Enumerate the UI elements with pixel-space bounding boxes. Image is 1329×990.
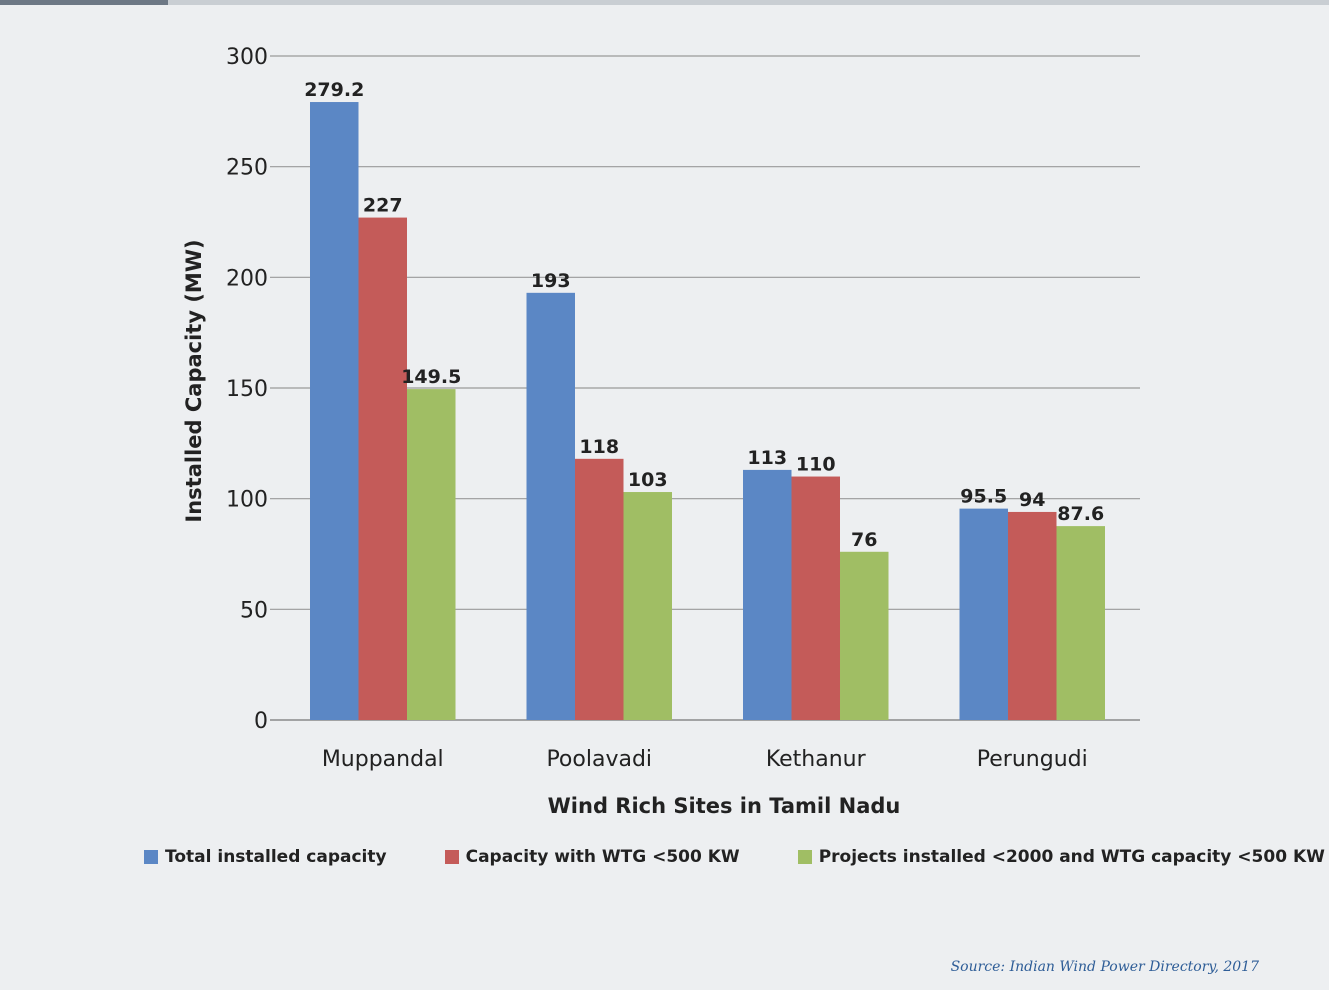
y-tick-label: 150	[226, 377, 268, 402]
data-label: 103	[628, 469, 668, 491]
legend-swatch-total	[144, 850, 158, 864]
top-bar-accent	[0, 0, 168, 5]
legend-label-projects: Projects installed <2000 and WTG capacit…	[818, 847, 1325, 867]
x-tick-label: Poolavadi	[546, 747, 652, 772]
data-label: 76	[851, 529, 877, 551]
bar	[959, 508, 1008, 720]
bar	[407, 389, 456, 720]
bars	[310, 102, 1105, 720]
legend-label-wtg: Capacity with WTG <500 KW	[465, 847, 740, 867]
legend-item-total: Total installed capacity	[144, 847, 387, 867]
data-labels: 279.2 227 149.5 193 118 103 113 110 76 95.5 94 87.6	[304, 79, 1104, 551]
bar	[358, 217, 407, 720]
legend-label-total: Total installed capacity	[165, 847, 387, 867]
x-tick-label: Muppandal	[322, 747, 444, 772]
data-label: 87.6	[1057, 503, 1104, 525]
x-tick-label: Kethanur	[766, 747, 867, 772]
legend-item-projects: Projects installed <2000 and WTG capacit…	[797, 847, 1325, 867]
data-label: 279.2	[304, 79, 364, 101]
top-bar	[0, 0, 1329, 5]
legend: Total installed capacity Capacity with W…	[144, 846, 1325, 868]
bar	[526, 292, 575, 720]
data-label: 193	[531, 270, 571, 292]
data-label: 110	[796, 454, 836, 476]
data-label: 149.5	[401, 366, 461, 388]
y-tick-label: 300	[226, 45, 268, 70]
data-label: 113	[747, 447, 787, 469]
data-label: 227	[363, 195, 403, 217]
bar	[1056, 526, 1105, 720]
bar-chart: 0 50 100 150 200 250 300 279.2 227 149.5 193 118 10…	[182, 45, 1140, 818]
y-tick-label: 200	[226, 266, 268, 291]
y-tick-label: 50	[240, 598, 268, 623]
y-tick-label: 250	[226, 156, 268, 181]
y-tick-labels: 0 50 100 150 200 250 300	[226, 45, 268, 734]
legend-swatch-wtg	[444, 850, 459, 864]
y-tick-label: 100	[226, 488, 268, 513]
source-note: Source: Indian Wind Power Directory, 201…	[950, 959, 1259, 975]
x-axis-title: Wind Rich Sites in Tamil Nadu	[548, 794, 901, 818]
bar	[623, 492, 672, 720]
legend-item-wtg: Capacity with WTG <500 KW	[444, 847, 740, 867]
bar	[791, 476, 840, 720]
data-label: 95.5	[960, 486, 1007, 508]
legend-swatch-projects	[797, 850, 812, 864]
bar	[1008, 511, 1057, 720]
y-tick-label: 0	[254, 709, 268, 734]
x-tick-label: Perungudi	[977, 747, 1088, 772]
bar	[310, 102, 359, 720]
data-label: 94	[1019, 489, 1045, 511]
bar	[743, 469, 792, 720]
data-label: 118	[579, 436, 619, 458]
bar	[575, 458, 624, 720]
category-labels: Muppandal Poolavadi Kethanur Perungudi	[322, 747, 1088, 772]
bar	[840, 551, 889, 720]
y-axis-title: Installed Capacity (MW)	[182, 239, 206, 522]
